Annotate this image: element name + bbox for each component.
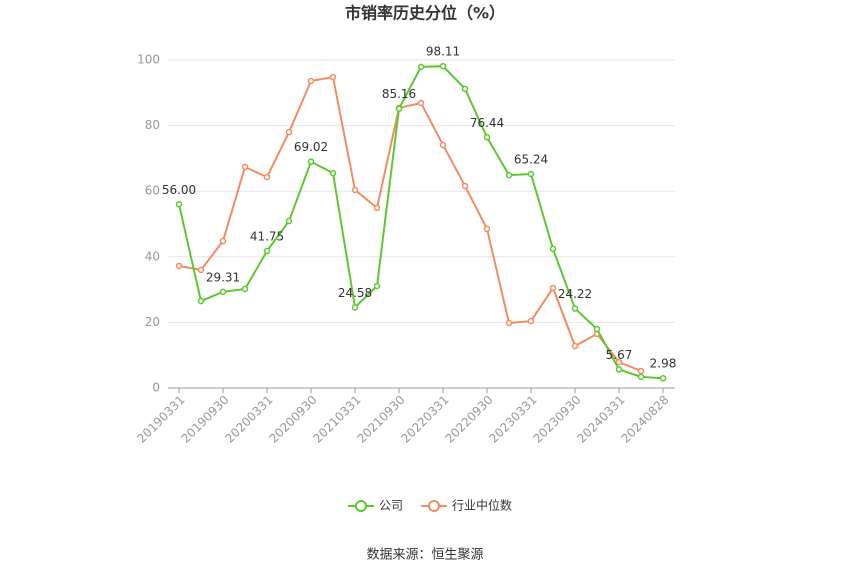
legend-label: 行业中位数 [452,498,512,513]
point [571,305,579,312]
data-label: 65.24 [514,153,548,167]
point [241,285,249,293]
point [659,374,667,382]
point [637,367,645,375]
point [307,77,315,85]
point [241,163,249,171]
point [505,319,513,327]
y-tick-label: 20 [145,315,160,329]
point [373,204,381,212]
point [329,73,337,81]
point [395,105,403,112]
point [527,170,535,178]
point [285,128,293,136]
point [505,171,513,179]
point [219,237,227,245]
point [615,358,623,366]
point [571,342,579,350]
point [373,282,381,290]
x-tick-label: 20240828 [619,393,672,446]
data-label: 98.11 [426,45,460,59]
chart-title: 市销率历史分位（%） [345,4,505,23]
series-line [178,65,664,380]
data-label: 69.02 [294,140,328,154]
point [263,173,271,181]
point [615,366,623,373]
point [461,182,469,190]
point [351,304,359,311]
point [197,266,205,274]
point [329,169,337,177]
point [461,85,469,93]
point [417,63,425,71]
point [549,245,557,253]
point [483,225,491,233]
y-tick-label: 40 [145,249,160,263]
point [307,158,315,165]
point [483,134,491,141]
point [219,288,227,296]
data-label: 56.00 [162,183,196,197]
legend-marker [355,500,367,512]
point [439,62,447,70]
data-label: 24.22 [558,287,592,301]
source: 数据来源：恒生聚源 [366,548,483,563]
legend-marker [428,500,441,512]
point [527,317,535,325]
point [417,99,425,107]
point [351,186,359,194]
point [285,217,293,225]
data-label: 85.16 [382,87,416,101]
y-tick-label: 100 [137,53,160,67]
point [593,325,601,333]
point [549,284,557,292]
data-label: 5.67 [606,348,633,362]
data-label: 41.75 [250,230,284,244]
data-label: 24.58 [338,286,372,300]
data-label: 29.31 [206,270,240,284]
data-label: 76.44 [470,116,504,130]
data-label: 2.98 [650,357,677,371]
y-tick-label: 80 [145,118,160,132]
point [637,373,645,381]
point [197,297,205,305]
y-tick-label: 0 [152,381,160,395]
y-tick-label: 60 [145,184,160,198]
series-line [178,75,642,372]
point [263,247,271,255]
legend-label: 公司 [379,499,403,513]
point [175,262,183,270]
point [439,141,447,149]
point [175,201,183,208]
